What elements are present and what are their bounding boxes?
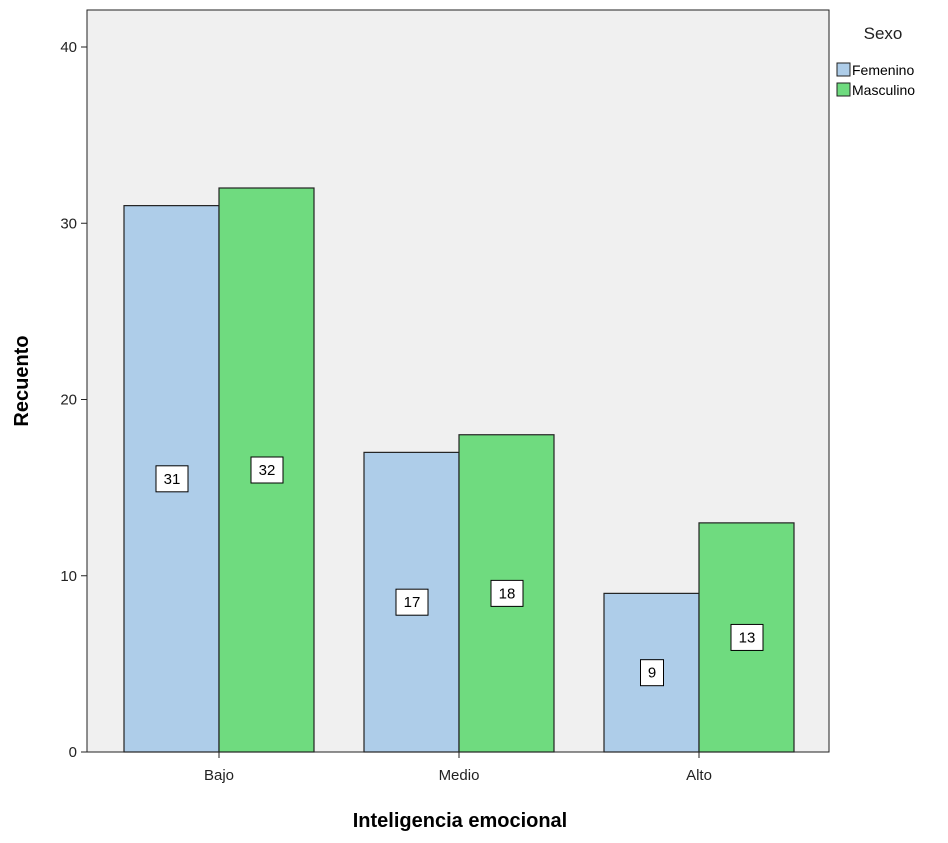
data-label: 18 xyxy=(499,585,516,602)
y-tick-label: 40 xyxy=(60,39,77,56)
x-tick-label: Bajo xyxy=(204,767,234,784)
legend-swatch-masculino xyxy=(836,82,851,97)
legend-label-femenino: Femenino xyxy=(852,62,914,78)
legend-items: Femenino Masculino xyxy=(836,62,915,98)
data-label-box xyxy=(395,588,429,616)
x-axis-title: Inteligencia emocional xyxy=(353,810,568,832)
data-label: 31 xyxy=(164,471,181,488)
data-label-box xyxy=(640,659,664,687)
data-labels-layer: 31 32 17 18 9 13 xyxy=(155,456,764,687)
y-tick-label: 20 xyxy=(60,392,77,409)
y-tick-label: 0 xyxy=(69,744,77,761)
data-label: 9 xyxy=(648,665,656,682)
data-label-box xyxy=(250,456,284,484)
data-label: 17 xyxy=(404,594,421,611)
y-tick-label: 30 xyxy=(60,215,77,232)
axes-layer: 0 10 20 30 40 Bajo Medio Alto xyxy=(60,10,829,784)
data-label: 32 xyxy=(259,462,276,479)
legend-swatch-femenino xyxy=(836,62,851,77)
x-tick-label: Medio xyxy=(439,767,480,784)
data-label-box xyxy=(730,623,764,651)
data-label: 13 xyxy=(739,629,756,646)
y-axis-title: Recuento xyxy=(11,335,33,426)
legend-title: Sexo xyxy=(864,24,903,43)
legend-label-masculino: Masculino xyxy=(852,82,915,98)
data-label-box xyxy=(155,465,189,493)
x-tick-label: Alto xyxy=(686,767,712,784)
data-label-box xyxy=(490,579,524,607)
y-tick-label: 10 xyxy=(60,568,77,585)
legend: Sexo Femenino Masculino xyxy=(836,24,915,98)
